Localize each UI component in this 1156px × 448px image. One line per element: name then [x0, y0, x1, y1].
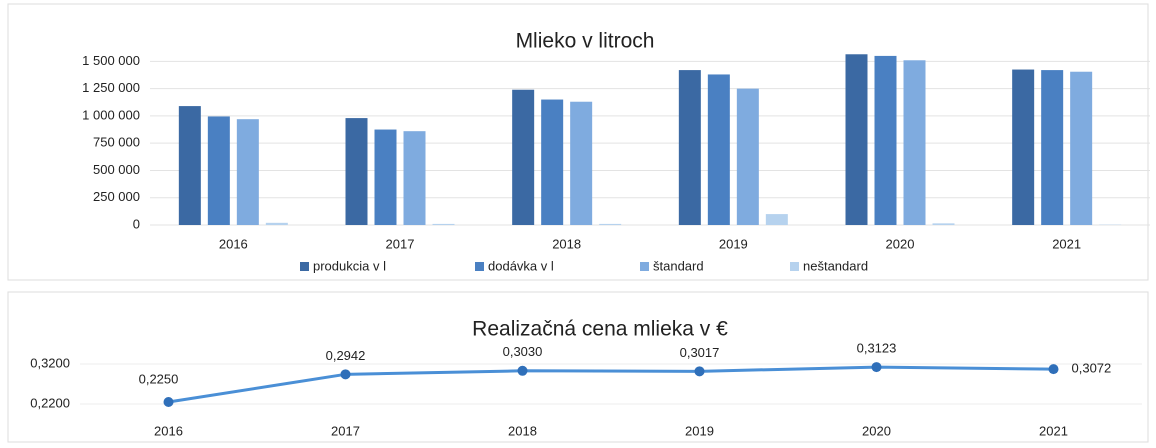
marker	[871, 362, 882, 373]
marker	[163, 397, 174, 407]
legend-swatch	[790, 262, 799, 271]
bar	[207, 116, 230, 225]
x-tick-label: 2021	[1039, 423, 1068, 438]
x-tick-label: 2018	[552, 236, 581, 251]
bar	[236, 119, 259, 225]
data-label: 0,3072	[1072, 361, 1112, 376]
x-tick-label: 2016	[154, 423, 183, 438]
bar	[345, 118, 368, 225]
bar	[932, 223, 955, 225]
y-tick-label: 500 000	[93, 162, 140, 177]
bar	[512, 89, 535, 226]
chart-title: Realizačná cena mlieka v €	[472, 318, 728, 341]
y-tick-label: 250 000	[93, 189, 140, 204]
bar	[570, 101, 593, 225]
marker	[694, 366, 705, 377]
x-tick-label: 2020	[862, 423, 891, 438]
x-tick-label: 2017	[331, 423, 360, 438]
bar	[178, 106, 201, 225]
x-tick-label: 2019	[719, 236, 748, 251]
y-tick-label: 1 250 000	[82, 80, 140, 95]
bar	[736, 88, 759, 226]
legend-label: štandard	[653, 258, 704, 273]
x-tick-label: 2021	[1052, 236, 1081, 251]
legend-label: produkcia v l	[313, 258, 386, 273]
bar	[374, 129, 397, 225]
y-tick-label: 750 000	[93, 135, 140, 150]
bar	[765, 214, 788, 225]
marker	[1048, 364, 1059, 375]
legend-swatch	[640, 262, 649, 271]
x-tick-label: 2016	[219, 236, 248, 251]
x-tick-label: 2018	[508, 423, 537, 438]
y-tick-label: 0,3200	[30, 355, 70, 370]
x-tick-label: 2020	[886, 236, 915, 251]
y-tick-label: 1 000 000	[82, 107, 140, 122]
bar	[707, 74, 730, 225]
legend-swatch	[300, 262, 309, 271]
bar	[403, 131, 426, 225]
y-tick-label: 0	[133, 216, 140, 231]
legend-label: neštandard	[803, 258, 868, 273]
bar	[1070, 71, 1093, 226]
bar	[599, 223, 622, 225]
marker	[340, 369, 351, 380]
y-tick-label: 0,2200	[30, 395, 70, 410]
y-tick-label: 1 500 000	[82, 53, 140, 68]
line	[168, 365, 1054, 404]
bar	[845, 54, 868, 225]
x-tick-label: 2019	[685, 423, 714, 438]
x-tick-label: 2017	[386, 236, 415, 251]
legend-swatch	[475, 262, 484, 271]
bar	[265, 222, 288, 225]
bar	[1012, 69, 1035, 225]
data-label: 0,3030	[503, 344, 543, 359]
bar	[541, 99, 564, 225]
chart-title: Mlieko v litroch	[516, 30, 655, 53]
bar	[903, 60, 926, 225]
marker	[517, 365, 528, 376]
bar	[874, 55, 897, 226]
bar	[1041, 70, 1064, 225]
data-label: 0,3017	[680, 345, 720, 360]
bar	[678, 70, 701, 225]
data-label: 0,2942	[326, 348, 366, 363]
data-label: 0,2250	[139, 371, 179, 386]
data-label: 0,3123	[857, 341, 897, 356]
legend-label: dodávka v l	[488, 258, 554, 273]
bar	[432, 223, 455, 225]
